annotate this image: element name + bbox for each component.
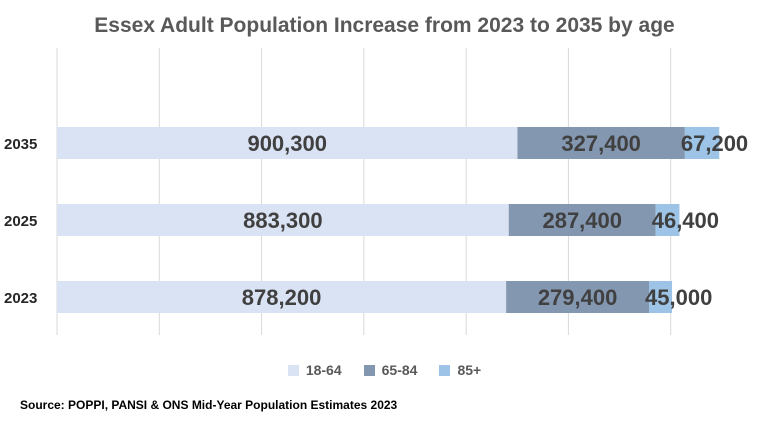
category-label: 2023 [4,290,37,307]
legend-label: 18-64 [305,362,342,378]
data-label: 900,300 [247,131,327,156]
legend-label: 65-84 [381,362,418,378]
legend-item: 18-64 [287,362,342,378]
data-label: 279,400 [538,285,618,310]
legend-item: 85+ [439,362,481,378]
bar-labels: 900,300 327,400 67,200 883,300 287,400 46,400… [242,131,748,310]
data-label: 67,200 [681,131,748,156]
category-labels: 2035 2025 2023 [4,136,37,307]
legend-swatch [363,364,375,376]
legend: 18-64 65-84 85+ [0,362,769,378]
bar-segment [684,127,720,159]
data-label: 327,400 [561,131,641,156]
bar-segment [517,127,685,159]
bar-segment [649,281,673,313]
bars [57,127,720,313]
bar-segment [57,281,507,313]
legend-label: 85+ [457,362,482,378]
data-label: 287,400 [542,208,622,233]
bar-segment [506,281,650,313]
bar-segment [655,204,680,236]
legend-swatch [287,364,299,376]
bar-segment [57,204,509,236]
category-label: 2035 [4,136,37,153]
legend-item: 65-84 [363,362,418,378]
bar-segment [508,204,656,236]
category-label: 2025 [4,213,37,230]
data-label: 46,400 [652,208,719,233]
data-label: 883,300 [243,208,323,233]
legend-swatch [439,364,451,376]
data-label: 878,200 [242,285,322,310]
source-note: Source: POPPI, PANSI & ONS Mid-Year Popu… [20,398,398,412]
chart-title: Essex Adult Population Increase from 202… [94,14,675,37]
bar-segment [57,127,518,159]
data-label: 45,000 [645,285,712,310]
